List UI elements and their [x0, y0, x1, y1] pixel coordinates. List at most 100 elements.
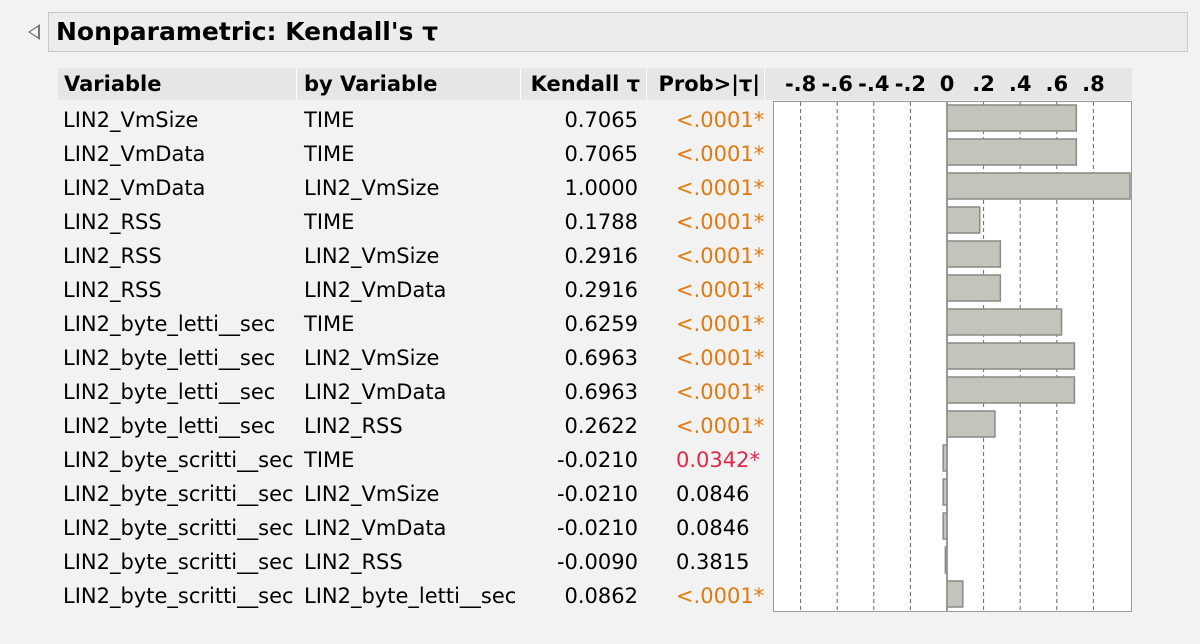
axis-tick-label: -.4 — [858, 72, 890, 96]
cell-variable: LIN2_byte_scritti__sec — [63, 550, 294, 574]
cell-variable: LIN2_byte_scritti__sec — [63, 448, 294, 472]
cell-variable: LIN2_byte_scritti__sec — [63, 516, 294, 540]
axis-tick-label: .6 — [1045, 72, 1069, 96]
tau-bar — [946, 410, 996, 438]
table-row: LIN2_byte_letti__sec LIN2_VmSize 0.6963 <.0… — [0, 341, 1200, 375]
tau-bar — [946, 376, 1076, 404]
table-row: LIN2_byte_scritti__sec LIN2_byte_letti__s… — [0, 579, 1200, 613]
tau-bar — [946, 104, 1078, 132]
header-kendall-tau[interactable]: Kendall τ — [530, 72, 640, 96]
header-prob[interactable]: Prob>|τ| — [658, 72, 760, 96]
column-divider — [646, 68, 647, 100]
tau-bar — [946, 138, 1078, 166]
table-row: LIN2_VmData LIN2_VmSize 1.0000 <.0001* — [0, 171, 1200, 205]
cell-prob: 0.3815 — [676, 550, 750, 574]
table-row: LIN2_byte_scritti__sec LIN2_RSS -0.0090 0.3… — [0, 545, 1200, 579]
table-row: LIN2_VmSize TIME 0.7065 <.0001* — [0, 103, 1200, 137]
cell-kendall-tau: -0.0210 — [556, 516, 638, 540]
disclosure-triangle-icon[interactable] — [28, 24, 40, 40]
cell-prob: <.0001* — [676, 346, 765, 370]
table-row: LIN2_byte_scritti__sec LIN2_VmSize -0.0210… — [0, 477, 1200, 511]
cell-by-variable: TIME — [304, 312, 355, 336]
column-divider — [764, 68, 765, 100]
tau-bar-plot — [773, 101, 1132, 612]
cell-by-variable: LIN2_VmData — [304, 278, 447, 302]
column-divider — [296, 68, 297, 100]
table-row: LIN2_byte_letti__sec TIME 0.6259 <.0001* — [0, 307, 1200, 341]
cell-by-variable: LIN2_VmSize — [304, 482, 440, 506]
table-row: LIN2_RSS LIN2_VmSize 0.2916 <.0001* — [0, 239, 1200, 273]
cell-prob: <.0001* — [676, 176, 765, 200]
cell-variable: LIN2_byte_letti__sec — [63, 380, 276, 404]
cell-kendall-tau: 0.6963 — [564, 380, 638, 404]
cell-kendall-tau: 0.1788 — [564, 210, 638, 234]
cell-kendall-tau: 0.0862 — [564, 584, 638, 608]
table-row: LIN2_VmData TIME 0.7065 <.0001* — [0, 137, 1200, 171]
cell-variable: LIN2_RSS — [63, 244, 162, 268]
cell-kendall-tau: 1.0000 — [564, 176, 638, 200]
tau-bar — [946, 240, 1002, 268]
cell-by-variable: TIME — [304, 142, 355, 166]
table-row: LIN2_RSS LIN2_VmData 0.2916 <.0001* — [0, 273, 1200, 307]
cell-kendall-tau: -0.0090 — [556, 550, 638, 574]
cell-prob: <.0001* — [676, 584, 765, 608]
cell-kendall-tau: -0.0210 — [556, 482, 638, 506]
cell-by-variable: LIN2_VmData — [304, 516, 447, 540]
cell-variable: LIN2_VmData — [63, 142, 206, 166]
table-row: LIN2_byte_letti__sec LIN2_RSS 0.2622 <.0001… — [0, 409, 1200, 443]
cell-kendall-tau: 0.2916 — [564, 278, 638, 302]
header-by-variable[interactable]: by Variable — [304, 72, 438, 96]
table-header-row: Variable by Variable Kendall τ Prob>|τ| — [58, 68, 1132, 100]
tau-bar — [944, 546, 948, 574]
cell-by-variable: TIME — [304, 108, 355, 132]
axis-tick-label: -.2 — [894, 72, 927, 96]
table-row: LIN2_byte_letti__sec LIN2_VmData 0.6963 <.0… — [0, 375, 1200, 409]
report-title: Nonparametric: Kendall's τ — [56, 17, 439, 46]
column-divider — [520, 68, 521, 100]
tau-bar — [942, 478, 948, 506]
cell-variable: LIN2_RSS — [63, 278, 162, 302]
tau-bar — [946, 308, 1063, 336]
cell-prob: <.0001* — [676, 414, 765, 438]
cell-kendall-tau: 0.6259 — [564, 312, 638, 336]
tau-bar — [946, 206, 981, 234]
cell-variable: LIN2_byte_letti__sec — [63, 346, 276, 370]
table-row: LIN2_RSS TIME 0.1788 <.0001* — [0, 205, 1200, 239]
cell-prob: <.0001* — [676, 108, 765, 132]
axis-tick-label: -.6 — [821, 72, 853, 96]
cell-by-variable: TIME — [304, 210, 355, 234]
cell-by-variable: LIN2_byte_letti__sec — [304, 584, 517, 608]
cell-prob: <.0001* — [676, 244, 765, 268]
cell-kendall-tau: -0.0210 — [556, 448, 638, 472]
table-row: LIN2_byte_scritti__sec TIME -0.0210 0.0342* — [0, 443, 1200, 477]
cell-kendall-tau: 0.7065 — [564, 142, 638, 166]
cell-prob: 0.0342* — [676, 448, 760, 472]
cell-prob: <.0001* — [676, 278, 765, 302]
cell-prob: 0.0846 — [676, 516, 750, 540]
cell-by-variable: LIN2_RSS — [304, 414, 403, 438]
cell-prob: <.0001* — [676, 380, 765, 404]
axis-tick-label: .8 — [1082, 72, 1105, 96]
axis-tick-label: .4 — [1008, 72, 1032, 96]
axis-tick-label: -.8 — [784, 72, 817, 96]
header-variable[interactable]: Variable — [64, 72, 162, 96]
tau-bar — [946, 172, 1131, 200]
cell-variable: LIN2_byte_scritti__sec — [63, 584, 294, 608]
tau-bar — [946, 580, 964, 608]
outline-header[interactable] — [48, 12, 1188, 52]
cell-by-variable: LIN2_VmSize — [304, 176, 440, 200]
cell-prob: <.0001* — [676, 210, 765, 234]
cell-by-variable: LIN2_VmData — [304, 380, 447, 404]
cell-by-variable: LIN2_VmSize — [304, 346, 440, 370]
cell-variable: LIN2_byte_letti__sec — [63, 414, 276, 438]
cell-by-variable: TIME — [304, 448, 355, 472]
cell-by-variable: LIN2_RSS — [304, 550, 403, 574]
cell-prob: 0.0846 — [676, 482, 750, 506]
cell-variable: LIN2_VmData — [63, 176, 206, 200]
tau-bar — [942, 444, 948, 472]
tau-bar — [946, 342, 1076, 370]
table-row: LIN2_byte_scritti__sec LIN2_VmData -0.0210… — [0, 511, 1200, 545]
tau-bar — [942, 512, 948, 540]
axis-tick-label: 0 — [939, 72, 955, 96]
cell-prob: <.0001* — [676, 312, 765, 336]
